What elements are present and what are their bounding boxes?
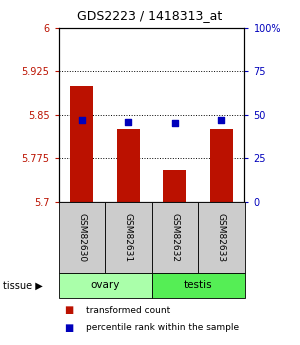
Bar xyxy=(198,202,244,273)
Text: percentile rank within the sample: percentile rank within the sample xyxy=(85,323,238,332)
Point xyxy=(219,117,224,123)
Text: tissue ▶: tissue ▶ xyxy=(3,280,43,290)
Text: GDS2223 / 1418313_at: GDS2223 / 1418313_at xyxy=(77,9,223,22)
Bar xyxy=(210,129,233,202)
Point xyxy=(79,117,84,123)
Point xyxy=(172,121,177,126)
Bar xyxy=(58,273,152,298)
Bar xyxy=(58,202,105,273)
Bar xyxy=(152,202,198,273)
Text: ■: ■ xyxy=(64,323,74,333)
Text: GSM82631: GSM82631 xyxy=(124,213,133,262)
Point xyxy=(126,119,131,125)
Text: GSM82630: GSM82630 xyxy=(77,213,86,262)
Bar xyxy=(163,170,186,202)
Text: GSM82633: GSM82633 xyxy=(217,213,226,262)
Text: GSM82632: GSM82632 xyxy=(170,213,179,262)
Text: ■: ■ xyxy=(64,306,74,315)
Bar xyxy=(117,129,140,202)
Text: testis: testis xyxy=(184,280,212,290)
Bar xyxy=(105,202,152,273)
Bar xyxy=(70,86,93,202)
Bar xyxy=(152,273,244,298)
Text: ovary: ovary xyxy=(90,280,120,290)
Text: transformed count: transformed count xyxy=(85,306,170,315)
